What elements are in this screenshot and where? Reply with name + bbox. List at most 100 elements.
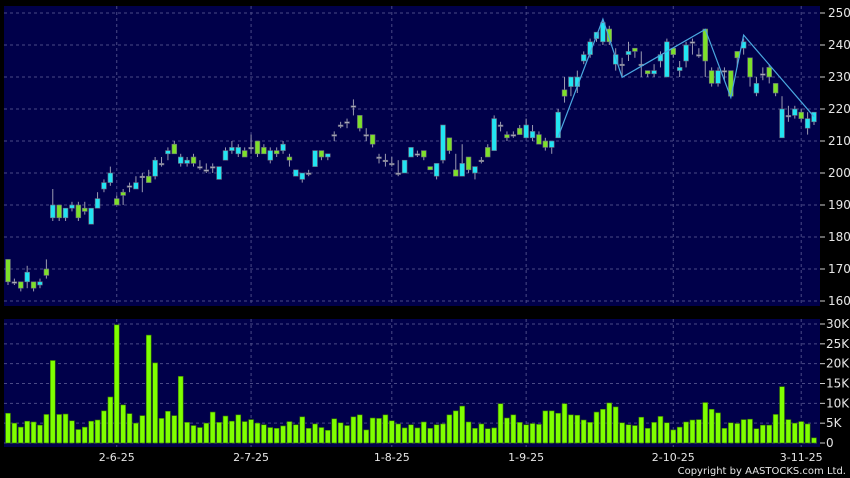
candle-body: [561, 89, 568, 97]
candle-body: [446, 137, 453, 151]
volume-bar: [382, 414, 389, 444]
volume-tick-label: 15K: [826, 377, 850, 391]
candle: [542, 137, 549, 151]
volume-bar: [171, 415, 178, 444]
candle: [318, 150, 325, 161]
candle: [779, 96, 785, 139]
volume-bar: [485, 428, 491, 444]
volume-tick-label: 5K: [826, 416, 843, 430]
volume-bar: [197, 427, 203, 444]
candle: [555, 109, 561, 139]
price-tick-label: 230: [828, 70, 850, 84]
candle: [472, 166, 478, 180]
candle-body: [178, 156, 184, 164]
candle: [88, 207, 94, 225]
volume-bar: [779, 386, 785, 444]
candle: [178, 153, 184, 167]
candle-body: [312, 150, 318, 167]
candle-body: [337, 124, 344, 127]
candle-body: [459, 163, 465, 177]
volume-bar: [760, 424, 766, 444]
volume-bar: [165, 410, 171, 444]
copyright-text: Copyright by AASTOCKS.com Ltd.: [678, 466, 846, 477]
volume-bar: [638, 416, 645, 444]
candle: [312, 150, 318, 167]
volume-bar: [453, 410, 459, 444]
candle-body: [139, 175, 146, 178]
candle: [241, 147, 248, 158]
volume-bar: [740, 419, 747, 444]
candle: [401, 159, 408, 174]
candle-body: [625, 51, 632, 55]
candle-body: [440, 124, 446, 161]
candle: [222, 147, 229, 161]
candle: [510, 131, 517, 138]
candle-body: [248, 147, 254, 150]
candle: [683, 41, 689, 68]
volume-bar: [5, 412, 11, 444]
candle-body: [363, 134, 369, 137]
volume-bar: [120, 404, 126, 444]
candle-body: [101, 182, 107, 190]
candle-body: [497, 124, 504, 127]
volume-bar: [510, 414, 517, 444]
candle-body: [197, 166, 203, 169]
candle: [331, 131, 337, 141]
candle-body: [325, 153, 331, 158]
volume-bar: [133, 422, 139, 444]
candle: [529, 125, 536, 141]
candle: [11, 278, 18, 285]
candle-body: [529, 131, 536, 139]
candle-body: [171, 143, 178, 155]
candle: [286, 153, 293, 167]
candle: [216, 166, 222, 180]
candle-body: [82, 207, 88, 212]
candle: [139, 173, 146, 193]
candle-body: [664, 41, 670, 78]
candle-body: [504, 134, 510, 139]
candle: [299, 172, 305, 183]
volume-bar: [88, 420, 94, 444]
volume-bar: [772, 414, 779, 444]
candle-body: [453, 169, 459, 177]
candle-body: [491, 118, 497, 151]
candle-body: [24, 271, 30, 283]
candle-body: [190, 156, 197, 164]
candle-body: [241, 150, 248, 158]
volume-bar: [440, 423, 446, 444]
candle-body: [472, 166, 478, 174]
candle: [465, 156, 472, 173]
candle-body: [721, 70, 728, 73]
candle: [357, 115, 363, 132]
candle-body: [414, 153, 421, 156]
volume-bar: [600, 408, 606, 444]
candle: [651, 64, 657, 77]
volume-bar: [446, 414, 453, 444]
candle: [478, 157, 485, 164]
volume-bar: [331, 418, 337, 444]
volume-bar: [395, 423, 401, 444]
volume-bar: [529, 423, 536, 444]
candle-body: [146, 175, 152, 183]
candle: [517, 125, 523, 135]
candle: [632, 47, 638, 58]
candle: [715, 67, 721, 87]
candle: [82, 201, 88, 215]
candle-body: [760, 73, 766, 76]
date-label: 1-8-25: [374, 451, 410, 464]
candle-body: [804, 118, 811, 129]
candle: [389, 157, 395, 167]
candle: [267, 147, 273, 164]
candle-body: [632, 47, 638, 52]
candle-body: [43, 268, 50, 276]
volume-bar: [433, 424, 440, 444]
candle-body: [549, 140, 555, 148]
candle: [747, 57, 753, 87]
candle-body: [811, 111, 817, 123]
candle: [120, 189, 126, 205]
candle: [459, 144, 465, 177]
candle: [197, 160, 203, 170]
candle: [133, 176, 139, 190]
candle: [337, 121, 344, 129]
